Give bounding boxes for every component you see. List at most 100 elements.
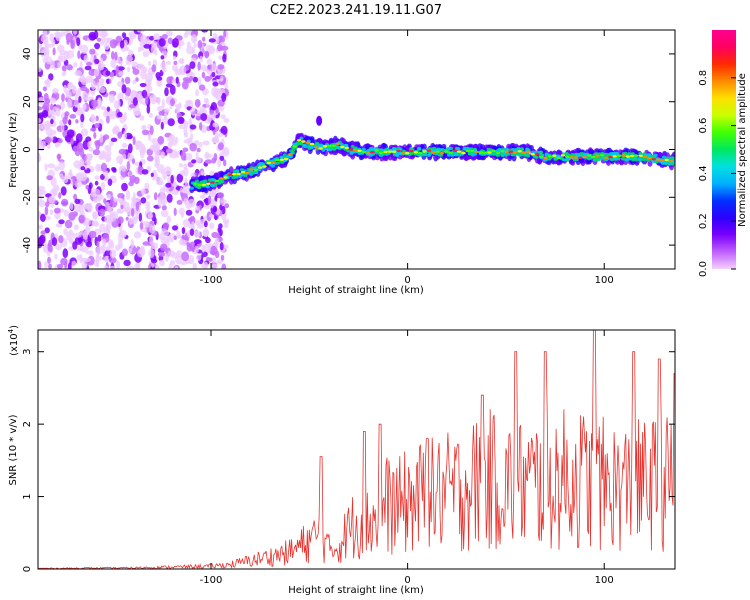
ridge-peak: [392, 150, 397, 153]
noise-blob: [186, 45, 194, 55]
noise-blob: [172, 55, 176, 60]
noise-blob: [189, 142, 197, 152]
snr-ticks: -100 0 100 0 1 2 3: [22, 330, 675, 586]
noise-blob: [212, 122, 219, 128]
ridge-peak: [599, 154, 605, 157]
colorbar-scale: [712, 30, 736, 269]
ridge-peak: [214, 179, 220, 183]
noise-blob: [195, 116, 202, 121]
noise-blob: [49, 209, 54, 216]
noise-blob: [175, 255, 182, 265]
noise-blob: [103, 198, 107, 204]
ridge-peak: [482, 151, 488, 155]
noise-blob: [92, 211, 98, 220]
noise-blob: [87, 255, 95, 266]
ridge-core: [650, 154, 655, 158]
noise-blob: [183, 167, 189, 177]
noise-blob: [61, 124, 65, 133]
noise-blob: [197, 40, 203, 49]
noise-blob: [61, 93, 65, 102]
noise-blob: [154, 157, 160, 167]
noise-blob: [128, 49, 134, 57]
ridge-peak: [474, 150, 479, 154]
ridge-core: [349, 151, 354, 155]
noise-blob: [224, 84, 229, 89]
noise-blob: [130, 208, 135, 217]
noise-blob: [118, 148, 127, 155]
noise-blob: [126, 265, 135, 269]
noise-blob: [128, 181, 134, 187]
ridge-blob: [309, 136, 315, 143]
noise-blob: [132, 192, 136, 202]
noise-blob: [105, 51, 110, 56]
noise-blob: [165, 30, 173, 37]
ridge-peak: [409, 149, 414, 153]
noise-blob: [70, 137, 74, 145]
noise-blob: [71, 85, 77, 94]
noise-blob: [54, 142, 59, 148]
noise-blob: [47, 256, 51, 264]
noise-blob: [141, 143, 146, 154]
noise-blob: [142, 124, 147, 130]
ridge-peak: [439, 152, 444, 155]
ridge-peak: [288, 153, 293, 156]
noise-blob: [44, 227, 50, 234]
noise-blob: [98, 64, 105, 71]
noise-blob: [160, 55, 165, 60]
noise-blob: [178, 42, 182, 50]
ridge-peak: [305, 141, 310, 144]
noise-blob: [195, 99, 201, 108]
noise-blob: [82, 230, 89, 240]
ridge-peak: [206, 182, 211, 185]
noise-blob: [137, 63, 144, 70]
noise-blob: [211, 263, 218, 269]
noise-blob: [181, 184, 190, 194]
noise-blob: [139, 115, 145, 121]
noise-blob: [160, 151, 166, 159]
noise-blob: [198, 84, 206, 91]
noise-blob: [187, 198, 196, 208]
noise-blob: [170, 139, 178, 146]
ridge-core: [432, 146, 437, 150]
noise-blob: [67, 98, 72, 109]
noise-blob: [149, 35, 155, 41]
ridge-core: [299, 141, 304, 146]
noise-blob: [183, 197, 188, 205]
ridge-peak: [193, 182, 198, 185]
noise-blob: [209, 257, 213, 262]
noise-blob: [74, 70, 82, 77]
noise-blob: [77, 87, 82, 97]
noise-blob: [44, 163, 48, 171]
ridge-peak: [374, 149, 380, 152]
ridge-peak: [612, 155, 617, 158]
noise-blob: [79, 77, 86, 83]
noise-blob: [216, 259, 224, 265]
noise-blob: [45, 78, 51, 88]
noise-blob: [103, 175, 109, 181]
noise-blob: [178, 163, 184, 168]
noise-blob: [193, 43, 197, 48]
noise-blob: [224, 203, 230, 209]
noise-blob: [73, 62, 78, 68]
noise-blob: [97, 97, 102, 106]
ridge-peak: [465, 149, 470, 153]
ridge-peak: [292, 145, 297, 148]
noise-blob: [161, 116, 169, 125]
noise-blob: [212, 205, 218, 213]
noise-blob: [168, 263, 173, 269]
noise-blob: [76, 142, 84, 153]
noise-blob: [151, 64, 157, 73]
noise-blob: [209, 222, 215, 230]
noise-blob: [117, 66, 125, 71]
ridge-peak: [456, 150, 462, 153]
noise-blob: [84, 203, 92, 210]
noise-blob: [182, 219, 190, 228]
ridge-peak: [469, 149, 475, 153]
noise-blob: [135, 143, 140, 151]
noise-blob: [72, 30, 78, 35]
ridge-peak: [569, 156, 574, 159]
noise-blob: [106, 115, 110, 124]
ridge-core: [624, 158, 629, 162]
noise-blob: [107, 206, 112, 213]
ridge-peak: [262, 165, 267, 168]
